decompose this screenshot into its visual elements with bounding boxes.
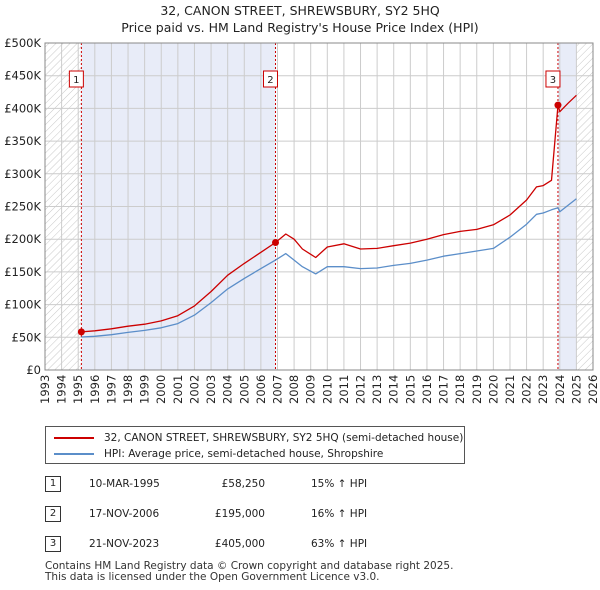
sale-hpi-change: 16% ↑ HPI [311,508,368,520]
sale-price: £405,000 [214,538,265,550]
x-tick-label: 2015 [403,375,417,404]
sale-marker-label: 2 [267,75,273,86]
footer-attribution: Contains HM Land Registry data © Crown c… [45,561,453,583]
x-tick-label: 2019 [470,375,484,404]
x-tick-label: 2009 [304,375,318,404]
x-tick-label: 2005 [237,375,251,404]
y-tick-label: £450K [4,69,41,83]
legend-label-property: 32, CANON STREET, SHREWSBURY, SY2 5HQ (s… [104,432,464,444]
sale-marker-box [262,70,278,88]
footer-line-2: This data is licensed under the Open Gov… [45,571,380,583]
y-tick-label: £500K [4,36,41,50]
x-tick-label: 2013 [370,375,384,404]
x-tick-label: 2025 [569,375,583,404]
x-tick-label: 2023 [536,375,550,404]
property-series-line [81,94,577,333]
sale-row: 2 17-NOV-2006 £195,000 16% ↑ HPI [45,506,465,524]
sale-point [77,328,85,336]
x-tick-label: 1996 [88,375,102,404]
x-tick-label: 2010 [320,375,334,404]
x-tick-label: 2000 [154,375,168,404]
x-tick-label: 2016 [420,375,434,404]
x-tick-label: 2020 [486,375,500,404]
x-tick-label: 2006 [254,375,268,404]
chart-title-block: 32, CANON STREET, SHREWSBURY, SY2 5HQ Pr… [0,2,600,36]
x-tick-label: 2004 [221,375,235,404]
y-tick-label: £300K [4,167,41,181]
x-tick-label: 2026 [586,375,600,404]
sale-marker-box [545,70,561,88]
x-tick-label: 2012 [354,375,368,404]
x-tick-label: 1997 [104,375,118,404]
x-tick-label: 1998 [121,375,135,404]
footer-line-1: Contains HM Land Registry data © Crown c… [45,560,454,572]
x-tick-label: 2021 [503,375,517,404]
x-tick-label: 2014 [387,375,401,404]
sale-point [271,238,279,246]
sale-marker-label: 1 [73,75,79,86]
legend-swatch-property [54,437,94,439]
x-tick-label: 2018 [453,375,467,404]
x-tick-label: 2002 [187,375,201,404]
x-tick-label: 2008 [287,375,301,404]
sale-price: £195,000 [214,508,265,520]
x-tick-label: 2011 [337,375,351,404]
y-tick-label: £0 [26,363,41,377]
x-tick-label: 2007 [270,375,284,404]
y-tick-label: £200K [4,232,41,246]
sale-point [554,101,562,109]
sale-marker-label: 3 [550,75,556,86]
x-tick-label: 2001 [171,375,185,404]
y-tick-label: £350K [4,134,41,148]
x-tick-label: 2017 [437,375,451,404]
sale-marker-badge: 1 [45,476,61,492]
sale-hpi-change: 63% ↑ HPI [311,538,368,550]
sale-row: 1 10-MAR-1995 £58,250 15% ↑ HPI [45,476,465,494]
sale-price: £58,250 [221,478,265,490]
legend-swatch-hpi [54,453,94,455]
chart-title: 32, CANON STREET, SHREWSBURY, SY2 5HQ [160,3,440,18]
sale-hpi-change: 15% ↑ HPI [311,478,368,490]
x-tick-label: 1995 [71,375,85,404]
sale-date: 10-MAR-1995 [89,478,160,490]
x-tick-label: 2024 [553,375,567,404]
y-tick-label: £50K [12,330,42,344]
y-tick-label: £400K [4,101,41,115]
sale-marker-badge: 3 [45,536,61,552]
chart-subtitle: Price paid vs. HM Land Registry's House … [121,20,479,35]
legend-item-hpi: HPI: Average price, semi-detached house,… [54,446,383,462]
sale-marker-badge: 2 [45,506,61,522]
x-tick-label: 1994 [55,375,69,404]
x-tick-label: 2003 [204,375,218,404]
y-tick-label: £100K [4,298,41,312]
price-chart: 1 2 3 £0 £50K £100K £150K £200K £250K £300K £350K… [4,36,600,404]
x-tick-label: 1999 [138,375,152,404]
hpi-series-line [81,198,577,338]
sale-date: 17-NOV-2006 [89,508,160,520]
plot-area-frame [44,42,594,371]
y-tick-label: £150K [4,265,41,279]
sale-marker-box [68,70,84,88]
y-tick-label: £250K [4,200,41,214]
x-tick-label: 1993 [38,375,52,404]
legend-item-property: 32, CANON STREET, SHREWSBURY, SY2 5HQ (s… [54,430,463,446]
x-tick-label: 2022 [520,375,534,404]
legend: 32, CANON STREET, SHREWSBURY, SY2 5HQ (s… [45,426,465,464]
sale-date: 21-NOV-2023 [89,538,160,550]
legend-label-hpi: HPI: Average price, semi-detached house,… [104,448,384,460]
sale-row: 3 21-NOV-2023 £405,000 63% ↑ HPI [45,536,465,554]
